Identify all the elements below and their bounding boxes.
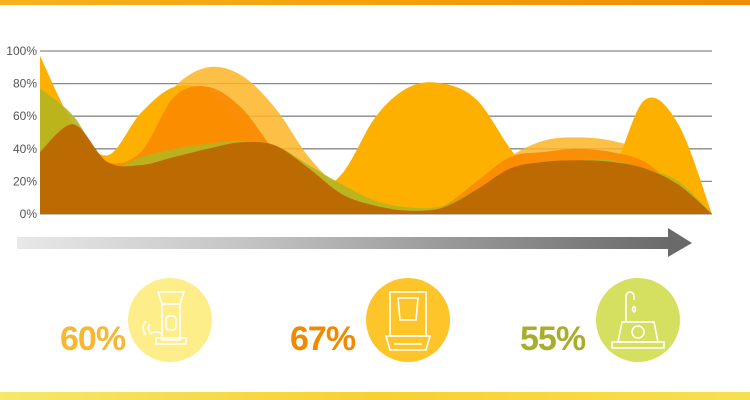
y-tick-label: 40% bbox=[13, 142, 37, 156]
y-tick-label: 80% bbox=[13, 77, 37, 91]
bottom-accent-bar bbox=[0, 392, 750, 400]
stat-value: 67% bbox=[290, 320, 356, 358]
pet-feeder-icon bbox=[128, 278, 212, 362]
y-tick-label: 60% bbox=[13, 109, 37, 123]
area-chart: 0% 20% 40% 60% 80% 100% bbox=[6, 44, 712, 257]
litter-box-icon bbox=[366, 278, 450, 362]
stat-value: 55% bbox=[520, 320, 586, 358]
stat-value: 60% bbox=[60, 320, 126, 358]
y-tick-label: 100% bbox=[6, 44, 37, 58]
pet-water-fountain-icon bbox=[596, 278, 680, 362]
y-tick-label: 0% bbox=[20, 207, 38, 221]
top-accent-bar bbox=[0, 0, 750, 5]
y-tick-label: 20% bbox=[13, 174, 37, 188]
area-series-4 bbox=[40, 124, 712, 214]
timeline-arrow bbox=[17, 228, 692, 257]
